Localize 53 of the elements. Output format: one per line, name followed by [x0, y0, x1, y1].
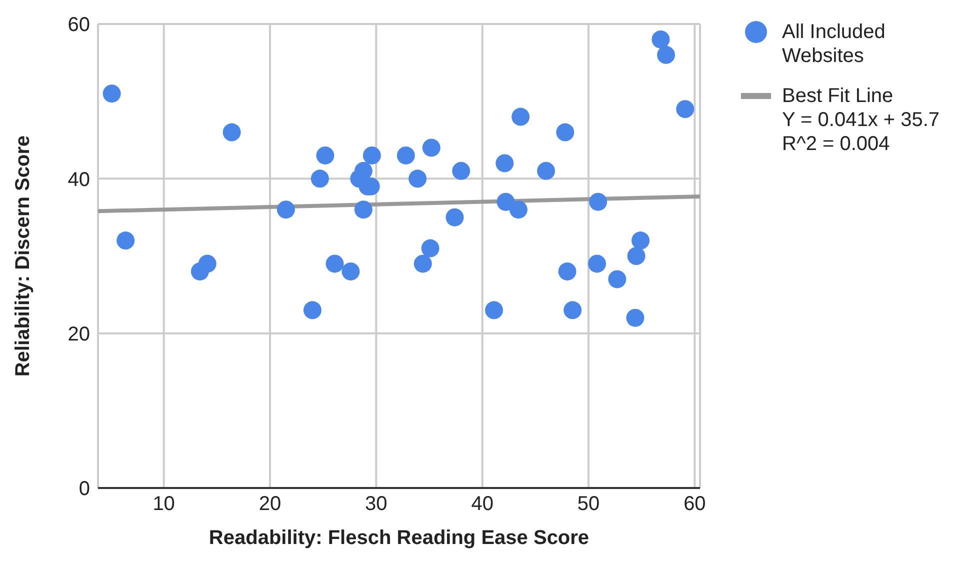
y-axis-title: Reliability: Discern Score — [12, 135, 34, 377]
y-tick-label: 0 — [78, 478, 90, 500]
point — [509, 200, 528, 219]
point — [421, 239, 440, 258]
point — [657, 46, 676, 64]
point — [496, 154, 514, 172]
point — [632, 232, 650, 250]
point — [316, 146, 334, 164]
point — [362, 146, 381, 164]
point — [310, 170, 329, 188]
point — [485, 301, 504, 320]
point — [676, 100, 694, 118]
point — [342, 262, 360, 280]
point — [276, 200, 295, 219]
y-tick-label: 60 — [68, 14, 90, 36]
point — [626, 308, 644, 327]
point — [396, 146, 415, 164]
point — [627, 247, 646, 265]
point — [608, 270, 626, 288]
text: Y = 0.041x + 35.7 — [782, 108, 941, 132]
x-tick-label: 10 — [152, 493, 175, 516]
point — [496, 192, 515, 211]
point — [589, 192, 608, 211]
legend-label: All Included Websites — [782, 20, 886, 68]
x-tick-label: 20 — [258, 493, 282, 516]
y-tick-label: 20 — [68, 323, 90, 346]
point — [102, 84, 121, 103]
text: R^2 = 0.004 — [782, 132, 891, 156]
y-tick-label: 40 — [68, 168, 90, 191]
point — [512, 108, 530, 126]
point — [408, 170, 427, 188]
x-tick-label: 50 — [577, 493, 600, 516]
x-tick-label: 30 — [365, 493, 388, 516]
point — [558, 262, 576, 280]
point — [222, 123, 241, 142]
point — [116, 232, 135, 250]
point — [354, 200, 372, 219]
point — [326, 254, 344, 273]
point — [452, 162, 470, 180]
point — [588, 254, 606, 273]
x-axis-title: Readability: Flesch Reading Ease Score — [208, 527, 590, 549]
point — [303, 301, 322, 320]
x-tick-label: 60 — [684, 493, 706, 516]
point — [556, 123, 574, 142]
point — [446, 208, 464, 226]
point — [198, 254, 216, 273]
point — [537, 162, 556, 180]
point — [564, 301, 582, 320]
point — [652, 30, 670, 48]
legend-label: Best Fit Line — [782, 84, 894, 108]
x-tick-label: 40 — [471, 493, 494, 516]
point — [414, 254, 432, 273]
point — [422, 138, 440, 157]
